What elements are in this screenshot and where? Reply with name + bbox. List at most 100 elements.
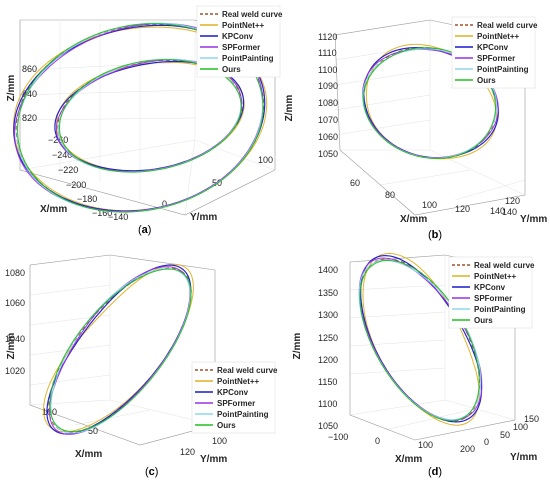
axis-box — [19, 19, 276, 216]
z-tick-label: 1020 — [5, 366, 25, 376]
chart-panel-c: 10801060104010201005012010080Z/mmX/mmY/m… — [5, 254, 278, 478]
grid-line — [334, 69, 431, 86]
panel-label-part: b — [432, 229, 439, 241]
y-tick-label: 100 — [212, 436, 227, 446]
z-tick-label: 1090 — [318, 81, 338, 91]
legend-entry: KPConv — [474, 283, 506, 292]
y-tick-label: 140 — [502, 207, 517, 217]
grid-line — [349, 339, 446, 347]
x-tick-label: −240 — [52, 150, 72, 160]
grid-line — [334, 119, 431, 136]
z-tick-label: 1050 — [318, 421, 338, 431]
grid-line — [334, 94, 431, 111]
legend-box — [191, 361, 276, 434]
panel-label: (c) — [145, 466, 158, 478]
legend-entry: Real weld curve — [222, 10, 283, 19]
grid-line — [19, 89, 196, 96]
chart-panel-a: 860840820−260−240−220−200−180−160−140050… — [6, 5, 283, 236]
x-axis-label: X/mm — [40, 204, 67, 215]
legend-entry: SPFormer — [474, 294, 512, 303]
panel-label: (d) — [428, 466, 442, 478]
chart-panel-d: 1400 1350 1300 1250 1200 1150 1100 1050−100 0 100… — [292, 252, 539, 478]
z-tick-label: 1120 — [318, 32, 337, 42]
z-axis-label: Z/mm — [6, 75, 17, 102]
legend-entry: PointNet++ — [217, 377, 260, 386]
z-axis-label: Z/mm — [292, 333, 303, 360]
x-tick-label: 100 — [422, 200, 437, 210]
legend: Real weld curve PointNet++ KPConv SPFormer P… — [451, 16, 538, 89]
x-tick-label: −220 — [58, 165, 78, 175]
grid-line — [184, 139, 196, 216]
grid-line — [19, 117, 196, 121]
z-tick-label: 860 — [22, 64, 37, 74]
series-line-pointnet- — [55, 61, 245, 172]
x-tick-label: 140 — [490, 206, 505, 216]
axis-box — [349, 254, 516, 441]
z-tick-label: 1080 — [318, 98, 338, 108]
x-tick-label: −100 — [328, 432, 348, 442]
legend-entry: Ours — [477, 76, 496, 85]
panel-label: (b) — [428, 229, 442, 241]
legend-entry: PointPainting — [217, 410, 269, 419]
z-tick-label: 1050 — [318, 149, 338, 159]
y-axis-label: Y/mm — [520, 214, 547, 225]
x-tick-label: −140 — [108, 212, 128, 222]
panel-label-part: ) — [155, 466, 159, 478]
legend-entry: Real weld curve — [474, 261, 535, 270]
panel-label-part: ( — [428, 229, 432, 241]
panel-label-part: a — [142, 224, 149, 236]
legend: Real weld curve PointNet++ KPConv SPFormer P… — [191, 361, 278, 434]
grid-line — [19, 139, 196, 171]
y-axis-label: Y/mm — [510, 452, 537, 463]
grid-line — [349, 399, 446, 416]
z-axis-label: Z/mm — [6, 333, 17, 360]
z-tick-label: 1100 — [318, 65, 337, 75]
x-axis-label: X/mm — [75, 449, 102, 460]
legend-entry: KPConv — [477, 43, 509, 52]
y-tick-label: 0 — [162, 199, 167, 209]
z-tick-label: 1200 — [318, 355, 338, 365]
panel-label: (a) — [138, 224, 151, 236]
x-tick-label: 60 — [350, 178, 360, 188]
x-tick-label: −160 — [92, 208, 112, 218]
z-tick-label: 1110 — [318, 48, 337, 58]
y-tick-label: 100 — [258, 155, 273, 165]
legend-entry: KPConv — [222, 32, 254, 41]
legend-entry: PointNet++ — [477, 32, 520, 41]
x-tick-label: 50 — [88, 426, 98, 436]
grid-line — [29, 314, 111, 326]
grid-line — [349, 284, 446, 291]
z-axis-label: Z/mm — [284, 95, 295, 122]
legend-entry: SPFormer — [477, 54, 515, 63]
y-tick-label: 0 — [484, 437, 489, 447]
z-tick-label: 1060 — [318, 132, 338, 142]
y-axis-label: Y/mm — [200, 454, 227, 465]
legend-entry: Ours — [217, 421, 236, 430]
axis-box — [29, 254, 216, 446]
legend-entry: SPFormer — [217, 399, 255, 408]
x-tick-label: 80 — [385, 190, 395, 200]
y-axis-label: Y/mm — [190, 212, 217, 223]
x-tick-label: 200 — [460, 444, 475, 454]
series-line-ours — [359, 259, 480, 422]
y-tick-label: 120 — [505, 196, 520, 206]
z-tick-label: 1250 — [318, 333, 338, 343]
z-tick-label: 1070 — [318, 115, 338, 125]
grid-line — [349, 311, 446, 319]
grid-line — [74, 409, 151, 426]
legend-box — [451, 16, 536, 89]
x-tick-label: 120 — [455, 204, 470, 214]
z-tick-label: 820 — [22, 113, 37, 123]
z-tick-label: 1300 — [318, 310, 338, 320]
z-tick-label: 1040 — [5, 334, 25, 344]
z-tick-label: 1350 — [318, 288, 338, 298]
z-tick-label: 1100 — [318, 399, 337, 409]
legend: Real weld curve PointNet++ KPConv SPFormer P… — [196, 5, 283, 78]
z-tick-label: 1060 — [5, 298, 25, 308]
axis-box — [334, 19, 526, 216]
grid-line — [379, 169, 471, 186]
panel-label-part: ( — [145, 466, 149, 478]
series-line-kpconv — [54, 60, 245, 172]
legend-entry: Real weld curve — [477, 21, 538, 30]
